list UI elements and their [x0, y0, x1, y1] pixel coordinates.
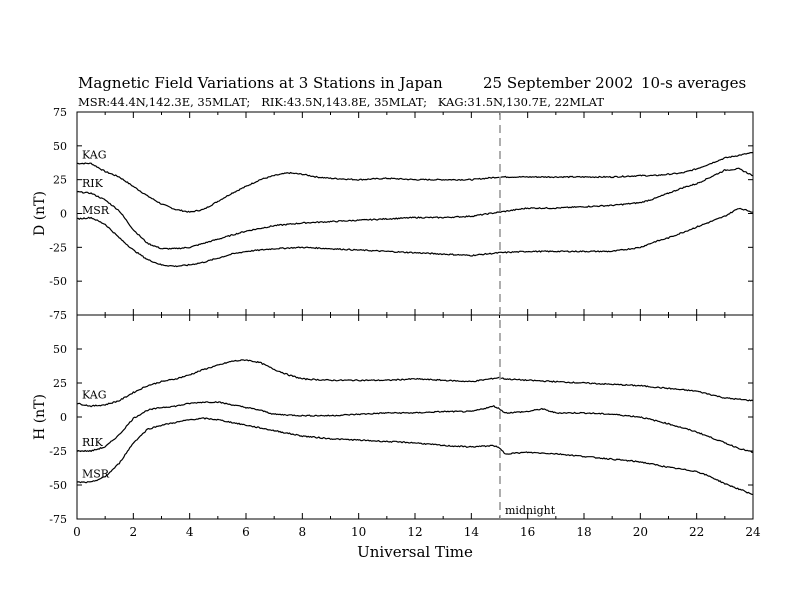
y-tick-label: -25: [49, 445, 67, 458]
y-tick-label: 50: [53, 140, 67, 153]
x-tick-label: 6: [242, 525, 250, 539]
series-line-msr: [76, 417, 754, 496]
series-label-rik: RIK: [82, 177, 104, 190]
chart-title: Magnetic Field Variations at 3 Stations …: [78, 74, 443, 92]
y-tick-label: -75: [49, 309, 67, 322]
y-tick-label: -75: [49, 513, 67, 526]
series-label-rik: RIK: [82, 436, 104, 449]
chart-averaging: 10-s averages: [641, 74, 746, 92]
y-tick-label: 50: [53, 343, 67, 356]
x-tick-label: 14: [464, 525, 480, 539]
x-tick-label: 12: [407, 525, 422, 539]
station-coordinates: MSR:44.4N,142.3E, 35MLAT; RIK:43.5N,143.…: [78, 95, 604, 109]
series-label-kag: KAG: [82, 388, 107, 401]
y-tick-label: -50: [49, 275, 67, 288]
series-line-kag: [76, 359, 754, 408]
x-tick-label: 24: [745, 525, 761, 539]
x-tick-label: 0: [73, 525, 81, 539]
y-tick-label: 0: [60, 411, 67, 424]
x-tick-label: 22: [689, 525, 704, 539]
x-axis-label: Universal Time: [357, 543, 473, 561]
chart-date: 25 September 2002: [483, 74, 633, 92]
panel-frame: [76, 111, 754, 316]
series-label-kag: KAG: [82, 148, 107, 161]
series-line-rik: [76, 167, 754, 250]
x-tick-label: 8: [299, 525, 307, 539]
x-tick-label: 2: [130, 525, 138, 539]
series-label-msr: MSR: [82, 467, 110, 480]
y-axis-label: H (nT): [32, 394, 48, 440]
midnight-label: midnight: [505, 504, 556, 517]
y-axis-label: D (nT): [32, 191, 48, 236]
y-tick-label: -50: [49, 479, 67, 492]
x-tick-label: 20: [633, 525, 648, 539]
x-tick-label: 18: [576, 525, 591, 539]
y-tick-label: -25: [49, 241, 67, 254]
x-tick-label: 16: [520, 525, 535, 539]
y-tick-label: 75: [53, 106, 67, 119]
y-tick-label: 25: [53, 377, 67, 390]
x-tick-label: 10: [351, 525, 366, 539]
x-tick-label: 4: [186, 525, 194, 539]
d-component-panel: 75 50 25 0 -25 -50 -75 D (nT) KAG RIK MSR: [32, 106, 754, 322]
y-tick-label: 25: [53, 174, 67, 187]
panel-frame: [76, 314, 754, 520]
series-line-kag: [77, 152, 753, 213]
series-line-rik: [76, 401, 754, 453]
series-line-msr: [76, 207, 754, 268]
y-tick-label: 0: [60, 208, 67, 221]
series-label-msr: MSR: [82, 204, 110, 217]
